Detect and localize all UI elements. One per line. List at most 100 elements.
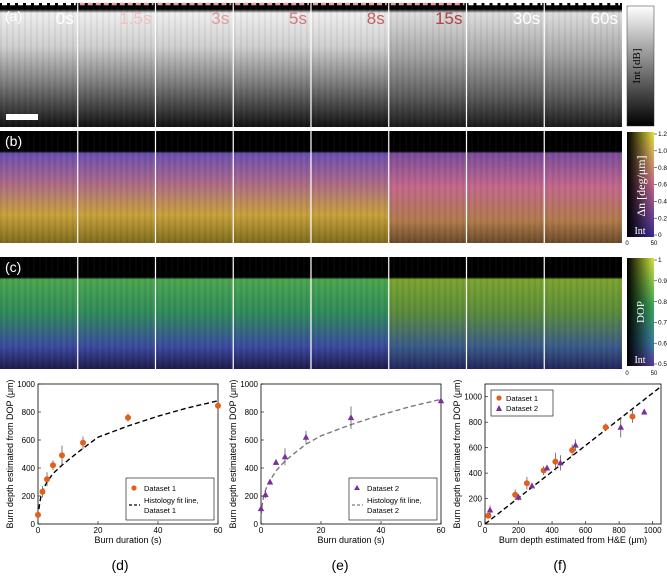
data-point — [257, 505, 265, 512]
data-point — [437, 397, 445, 404]
data-point — [572, 441, 579, 448]
data-point — [347, 414, 355, 421]
legend-label: Dataset 2 — [367, 506, 399, 515]
colorbars: Int [dB] Δn [deg/μm] Int 0 50 0 0.2 0.4 0.6… — [625, 5, 667, 377]
colorbar-tick-label: 1 — [658, 257, 662, 264]
y-tick-label: 800 — [469, 418, 483, 427]
data-point — [302, 433, 310, 440]
colorbar-c-int-label: Int — [634, 355, 645, 366]
image-texture — [233, 3, 311, 127]
scale-bar — [6, 114, 38, 120]
colorbar-c-int-tick: 0 — [625, 371, 629, 377]
panel-label-f: (f) — [553, 557, 566, 573]
data-point — [641, 408, 648, 415]
legend-label: Dataset 1 — [144, 484, 176, 493]
image-texture — [155, 131, 234, 243]
image-rows: 0s 1.5s 3s 5s 8s 15s 30s 60s — [0, 2, 622, 369]
data-point — [272, 458, 280, 465]
colorbar-b-int-overlay — [627, 132, 654, 237]
legend-label: Dataset 2 — [367, 484, 399, 493]
image-texture — [388, 3, 467, 127]
x-tick-label: 800 — [612, 526, 626, 535]
time-label: 0s — [56, 9, 74, 28]
y-tick-label: 400 — [22, 464, 36, 473]
legend-label: Dataset 1 — [144, 506, 176, 515]
legend-label: Histology fit line, — [367, 496, 422, 505]
row-a-intensity: 0s 1.5s 3s 5s 8s 15s 30s 60s — [0, 2, 622, 127]
image-texture — [0, 131, 78, 243]
colorbar-c-ticks: 0.5 0.6 0.7 0.8 0.9 1 — [654, 257, 667, 368]
data-point — [557, 459, 564, 466]
colorbar-c-int-overlay — [627, 258, 654, 366]
y-tick-label: 200 — [22, 492, 36, 501]
panel-label-e: (e) — [331, 557, 348, 573]
y-axis-label: Burn depth estimated from DOP (μm) — [228, 379, 238, 528]
x-tick-label: 200 — [512, 526, 526, 535]
legend-label: Dataset 1 — [506, 394, 538, 403]
fit-line — [37, 400, 219, 518]
time-label: 60s — [591, 9, 618, 28]
y-tick-label: 800 — [22, 408, 36, 417]
image-texture — [0, 257, 78, 369]
y-tick-label: 600 — [22, 436, 36, 445]
image-texture — [388, 257, 467, 369]
image-texture — [0, 3, 78, 127]
image-texture — [466, 131, 545, 243]
y-tick-label: 0 — [254, 520, 259, 529]
image-texture — [544, 3, 622, 127]
panel-label-a: (a) — [5, 8, 22, 24]
image-texture — [544, 257, 622, 369]
colorbar-tick-label: 0.6 — [658, 182, 667, 189]
colorbar-tick-label: 1.0 — [658, 148, 667, 155]
colorbar-b-int-tick: 0 — [625, 241, 629, 247]
data-point — [486, 506, 494, 513]
colorbar-tick-label: 0.4 — [658, 199, 667, 206]
panel-label-d: (d) — [111, 557, 128, 573]
data-point — [44, 476, 50, 483]
y-tick-label: 600 — [245, 436, 259, 445]
data-point — [528, 482, 536, 489]
x-tick-label: 40 — [377, 526, 386, 535]
fit-line — [484, 385, 662, 525]
data-point — [50, 462, 56, 469]
y-tick-label: 1000 — [240, 380, 258, 389]
x-tick-label: 60 — [214, 526, 223, 535]
y-tick-label: 200 — [469, 495, 483, 504]
x-tick-label: 20 — [94, 526, 103, 535]
legend-marker — [496, 405, 502, 411]
colorbar-b-ticks: 0 0.2 0.4 0.6 0.8 1.0 1.2 — [654, 131, 667, 239]
data-point — [39, 488, 46, 495]
data-point — [59, 452, 65, 459]
image-texture — [388, 131, 467, 243]
image-texture — [466, 257, 545, 369]
x-tick-label: 20 — [317, 526, 326, 535]
colorbar-tick-label: 0.2 — [658, 215, 667, 222]
colorbar-tick-label: 0.8 — [658, 165, 667, 172]
image-texture — [233, 257, 311, 369]
x-axis-label: Burn duration (s) — [94, 535, 161, 545]
time-label: 1.5s — [119, 9, 151, 28]
image-texture — [155, 257, 234, 369]
row-b-birefringence — [0, 131, 622, 243]
data-point — [569, 447, 576, 454]
x-axis-label: Burn duration (s) — [317, 535, 384, 545]
legend-box — [490, 389, 554, 417]
time-label: 15s — [435, 9, 462, 28]
colorbar-b-int-label: Int — [634, 226, 645, 237]
x-tick-label: 0 — [36, 526, 41, 535]
legend-marker — [131, 485, 137, 491]
x-tick-label: 400 — [545, 526, 559, 535]
data-point — [215, 402, 221, 409]
data-point — [35, 511, 41, 518]
colorbar-tick-label: 0.7 — [658, 320, 667, 327]
legend-label: Dataset 2 — [506, 404, 538, 413]
image-texture — [77, 131, 156, 243]
data-point — [266, 478, 274, 485]
x-axis-label: Burn depth estimated from H&E (μm) — [499, 535, 647, 545]
y-axis-label: Burn depth estimated from DOP (μm) — [5, 379, 15, 528]
